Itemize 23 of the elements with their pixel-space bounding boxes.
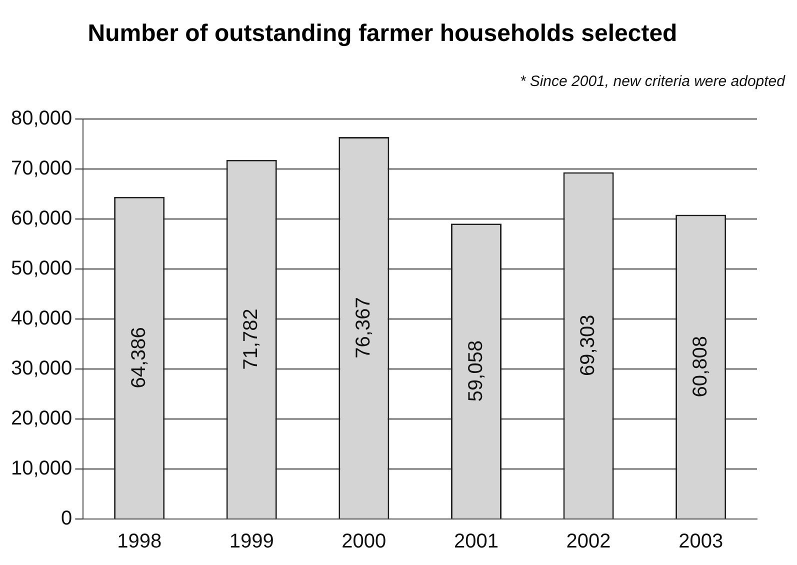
y-tick-label: 50,000 bbox=[11, 257, 72, 280]
data-label: 76,367 bbox=[352, 297, 374, 358]
x-tick-label: 2001 bbox=[454, 530, 498, 553]
x-tick-label: 2003 bbox=[678, 530, 724, 553]
y-tick-label: 70,000 bbox=[11, 157, 72, 180]
y-tick-label: 40,000 bbox=[11, 307, 72, 330]
y-tick-label: 20,000 bbox=[11, 407, 72, 430]
data-label: 64,386 bbox=[128, 327, 150, 388]
data-label: 71,782 bbox=[240, 308, 262, 370]
x-tick-label: 1998 bbox=[117, 530, 162, 553]
data-label: 69,303 bbox=[577, 314, 600, 376]
y-tick-label: 60,000 bbox=[11, 207, 72, 230]
x-tick-label: 2002 bbox=[566, 530, 611, 553]
chart-title: Number of outstanding farmer households selected bbox=[88, 20, 678, 48]
y-tick-label: 30,000 bbox=[11, 357, 72, 380]
y-tick-label: 10,000 bbox=[11, 457, 72, 480]
x-tick-label: 2000 bbox=[342, 530, 386, 553]
data-label: 59,058 bbox=[464, 340, 487, 402]
text: * Since 2001, new criteria were adopted bbox=[520, 73, 786, 90]
x-tick-label: 1999 bbox=[229, 530, 274, 553]
y-tick-label: 80,000 bbox=[11, 107, 72, 130]
data-label: 60,808 bbox=[689, 336, 712, 398]
y-tick-label: 0 bbox=[61, 508, 72, 530]
